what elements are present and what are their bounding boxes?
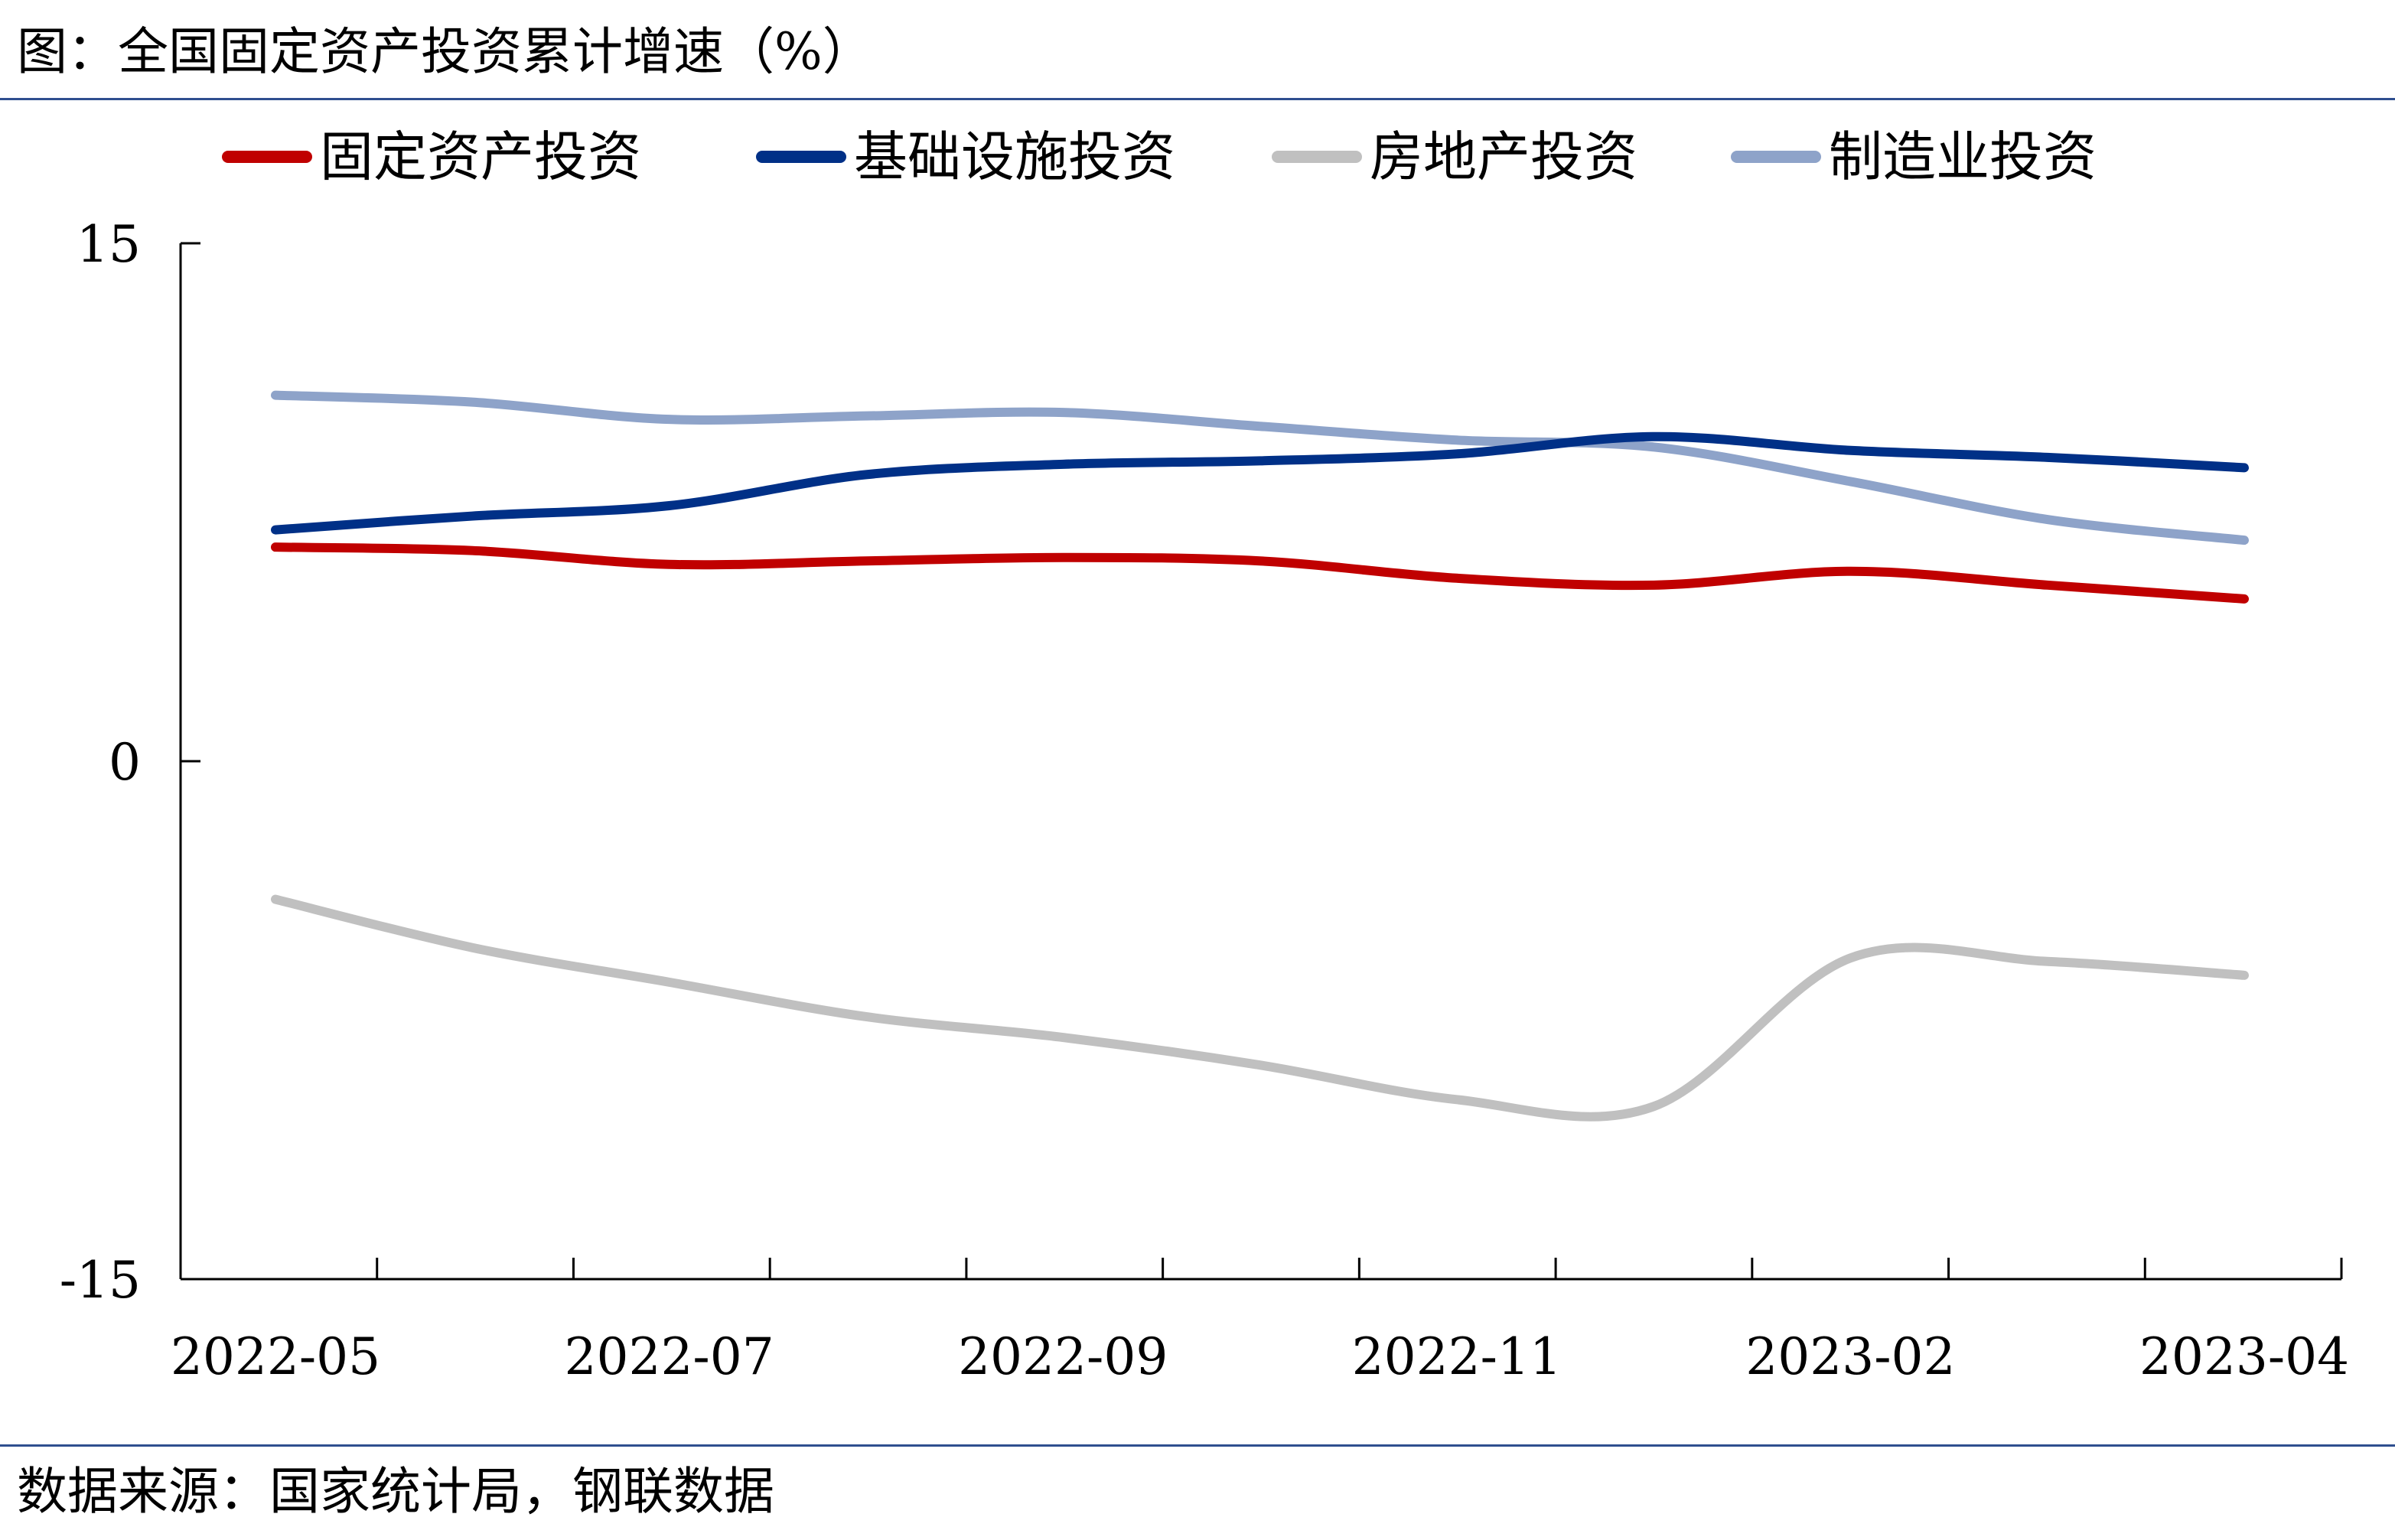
data-point (1456, 453, 1458, 454)
y-tick-label: -15 (60, 1251, 141, 1310)
data-point (1259, 560, 1261, 562)
data-point (865, 1016, 867, 1017)
data-point (1259, 1064, 1261, 1066)
legend-item-1: 固定资产投资 (222, 115, 641, 199)
data-point (2243, 539, 2245, 541)
x-tick-label: 2023-02 (1745, 1327, 1955, 1386)
legend-swatch (222, 151, 312, 163)
data-point (1849, 480, 1851, 482)
data-point (669, 982, 670, 983)
data-point (1259, 425, 1261, 427)
data-point (471, 402, 473, 403)
data-point (1849, 957, 1851, 959)
legend-swatch (1272, 151, 1362, 163)
series-line-2 (271, 431, 2249, 535)
legend-label: 制造业投资 (1829, 125, 2097, 188)
series-line-4 (271, 390, 2249, 545)
data-point (471, 550, 473, 552)
data-point (471, 947, 473, 949)
legend-item-3: 房地产投资 (1272, 115, 1637, 199)
data-point (275, 899, 276, 900)
x-tick-label: 2023-04 (2139, 1327, 2349, 1386)
legend-item-4: 制造业投资 (1731, 115, 2097, 199)
data-point (1062, 412, 1064, 413)
top-divider (0, 98, 2395, 100)
data-point (2047, 584, 2048, 586)
data-point (2243, 975, 2245, 976)
bottom-divider (0, 1444, 2395, 1447)
data-point (1653, 446, 1654, 448)
data-point (1653, 1105, 1654, 1107)
data-point (2243, 598, 2245, 600)
legend-label: 固定资产投资 (320, 125, 641, 188)
data-point (2047, 519, 2048, 520)
data-point (471, 516, 473, 517)
legend-swatch (1731, 151, 1821, 163)
data-point (2243, 467, 2245, 468)
data-point (865, 415, 867, 417)
y-tick-label: 15 (77, 215, 141, 274)
data-point (1653, 436, 1654, 438)
legend-item-2: 基础设施投资 (756, 115, 1175, 199)
data-point (275, 546, 276, 548)
data-point (669, 418, 670, 420)
data-point (865, 560, 867, 562)
line-chart: 15 0 -15 2022-05 2022-07 2022-09 2022-11 2023-0… (60, 215, 2349, 1386)
x-tick-label: 2022-09 (958, 1327, 1168, 1386)
chart-title: 图：全国固定资产投资累计增速（%） (17, 22, 873, 81)
data-point (1849, 571, 1851, 572)
legend-label: 基础设施投资 (854, 125, 1175, 188)
data-point (275, 529, 276, 531)
data-point (669, 505, 670, 506)
y-tick-label: 0 (109, 733, 141, 792)
series-line-1 (271, 542, 2249, 604)
data-point (1259, 460, 1261, 461)
data-point (1062, 557, 1064, 558)
data-point (1456, 578, 1458, 579)
data-point (865, 474, 867, 475)
x-tick-label: 2022-11 (1352, 1327, 1562, 1386)
data-point (1456, 439, 1458, 441)
x-tick-label: 2022-05 (171, 1327, 380, 1386)
data-point (2047, 961, 2048, 962)
series-line-3 (271, 894, 2249, 1122)
data-point (1456, 1099, 1458, 1100)
legend-swatch (756, 151, 846, 163)
data-point (1653, 584, 1654, 586)
data-point (669, 564, 670, 565)
data-point (1062, 464, 1064, 465)
chart-legend: 固定资产投资 基础设施投资 房地产投资 制造业投资 (0, 115, 2395, 199)
legend-label: 房地产投资 (1370, 125, 1637, 188)
data-point (1062, 1037, 1064, 1038)
source-note: 数据来源：国家统计局，钢联数据 (17, 1462, 774, 1521)
data-point (1849, 450, 1851, 451)
data-point (2047, 457, 2048, 458)
x-tick-label: 2022-07 (564, 1327, 774, 1386)
data-point (275, 395, 276, 396)
